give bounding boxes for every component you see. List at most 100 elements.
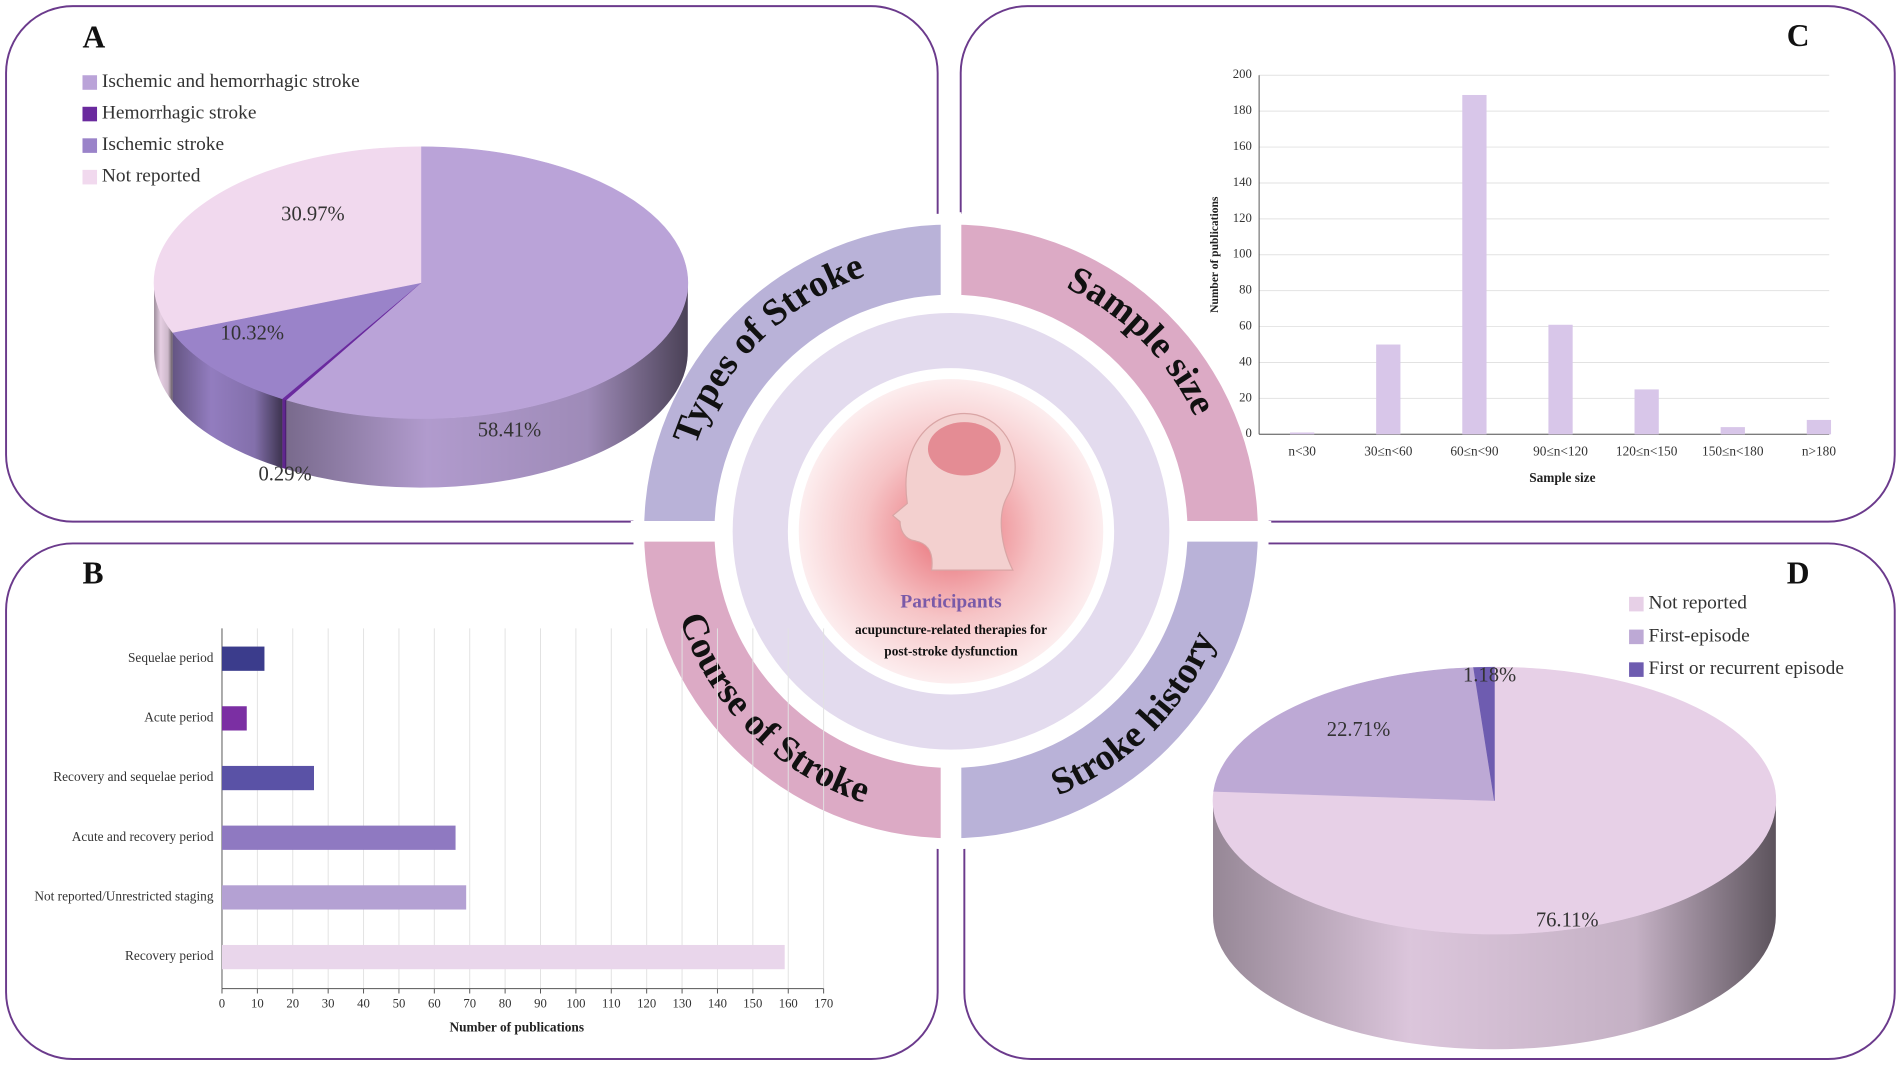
- x-tick-label: 30: [322, 996, 335, 1010]
- pie-side-shade: [154, 282, 173, 402]
- x-tick-label: 60≤n<90: [1450, 444, 1498, 459]
- x-tick-label: 160: [779, 996, 798, 1010]
- data-label: 0.29%: [258, 463, 311, 485]
- bar: [1548, 324, 1573, 435]
- y-tick-label: Not reported/Unrestricted staging: [34, 888, 213, 903]
- legend-swatch: [1629, 662, 1644, 677]
- x-tick-label: 50: [393, 996, 406, 1010]
- y-axis-title: Number of publications: [1209, 196, 1221, 313]
- y-tick-label: 0: [1245, 426, 1251, 440]
- x-tick-label: 20: [286, 996, 299, 1010]
- ring-segment: [644, 531, 951, 839]
- x-tick-label: 40: [357, 996, 370, 1010]
- pie-top: [1213, 667, 1495, 801]
- x-tick-label: 60: [428, 996, 441, 1010]
- y-tick-label: Acute period: [144, 709, 214, 724]
- y-tick-label: 160: [1233, 139, 1252, 153]
- x-tick-label: 90≤n<120: [1533, 444, 1588, 459]
- data-label: 30.97%: [281, 204, 345, 226]
- pie-top: [1473, 666, 1495, 801]
- panel-letter: C: [1787, 18, 1810, 53]
- bar: [1634, 389, 1659, 435]
- legend-label: Not reported: [102, 166, 201, 187]
- legend-label: Not reported: [1648, 593, 1747, 614]
- legend-label: Ischemic and hemorrhagic stroke: [102, 71, 360, 92]
- y-tick-label: Acute and recovery period: [72, 829, 214, 844]
- panel-letter: A: [82, 19, 105, 54]
- x-tick-label: 120: [637, 996, 656, 1010]
- diagram-subtitle: acupuncture-related therapies for: [855, 622, 1047, 637]
- x-tick-label: 70: [463, 996, 476, 1010]
- legend-swatch: [1629, 629, 1644, 645]
- x-tick-label: 170: [814, 996, 833, 1010]
- x-tick-label: 120≤n<150: [1616, 444, 1678, 459]
- y-tick-label: 200: [1233, 67, 1252, 81]
- data-label: 76.11%: [1536, 910, 1599, 932]
- bar: [221, 646, 265, 671]
- x-tick-label: n<30: [1288, 444, 1316, 459]
- legend-label: First-episode: [1648, 625, 1749, 646]
- y-tick-label: 40: [1239, 354, 1252, 368]
- brain-icon: [927, 422, 1001, 476]
- bar: [221, 706, 247, 731]
- pie-top: [285, 146, 689, 419]
- ring-segment: [951, 531, 1258, 839]
- y-tick-label: Sequelae period: [128, 650, 214, 665]
- legend-swatch: [82, 138, 98, 153]
- y-tick-label: 60: [1239, 318, 1252, 332]
- center-diagram: Types of Stroke Sample size Course of St…: [630, 212, 1272, 851]
- x-tick-label: 80: [499, 996, 512, 1010]
- y-tick-label: Recovery period: [125, 948, 214, 963]
- pie-slice: [285, 146, 689, 488]
- data-label: 22.71%: [1327, 719, 1391, 741]
- data-label: 58.41%: [478, 420, 542, 442]
- legend-label: First or recurrent episode: [1648, 658, 1843, 679]
- bar: [1290, 432, 1315, 435]
- y-tick-label: 100: [1233, 247, 1252, 261]
- y-tick-label: 120: [1233, 211, 1252, 225]
- x-tick-label: 0: [219, 996, 225, 1010]
- x-tick-label: 90: [534, 996, 547, 1010]
- x-axis-title: Sample size: [1529, 470, 1595, 485]
- legend-swatch: [82, 106, 98, 122]
- y-tick-label: 140: [1233, 175, 1252, 189]
- pie-top: [153, 146, 422, 333]
- x-tick-label: 150: [743, 996, 762, 1010]
- panel-letter: B: [82, 555, 103, 590]
- data-label: 1.18%: [1463, 665, 1516, 687]
- panel-letter: D: [1787, 555, 1810, 590]
- bar: [1806, 419, 1832, 435]
- y-tick-label: 80: [1239, 283, 1252, 297]
- y-tick-label: 20: [1239, 390, 1252, 404]
- bar: [221, 765, 314, 791]
- pie-slice: [153, 146, 422, 402]
- x-tick-label: 100: [566, 996, 585, 1010]
- x-tick-label: 110: [602, 996, 621, 1010]
- legend-swatch: [1629, 596, 1644, 612]
- x-tick-label: 30≤n<60: [1364, 444, 1412, 459]
- x-tick-label: n>180: [1802, 444, 1837, 459]
- ring-segment: [644, 224, 951, 532]
- bar: [1376, 344, 1401, 435]
- bar: [221, 825, 456, 850]
- bar: [221, 944, 785, 970]
- legend-label: Hemorrhagic stroke: [102, 103, 257, 124]
- pie-side-shade: [1213, 800, 1776, 1050]
- x-tick-label: 140: [708, 996, 727, 1010]
- x-axis-title: Number of publications: [449, 1020, 584, 1035]
- y-tick-label: Recovery and sequelae period: [53, 769, 214, 784]
- pie-side-shade: [172, 332, 283, 468]
- pie-slice: [1213, 667, 1495, 801]
- x-tick-label: 150≤n<180: [1702, 444, 1764, 459]
- pie-side-shade: [286, 282, 688, 488]
- legend-swatch: [82, 169, 98, 185]
- x-tick-label: 10: [251, 996, 264, 1010]
- diagram-title: Participants: [900, 591, 1002, 612]
- bar: [1720, 427, 1745, 435]
- diagram-subtitle: post-stroke dysfunction: [884, 644, 1018, 659]
- bar: [1462, 94, 1487, 435]
- bar: [221, 885, 467, 910]
- pie-top: [172, 282, 422, 400]
- pie-slice: [1473, 666, 1495, 801]
